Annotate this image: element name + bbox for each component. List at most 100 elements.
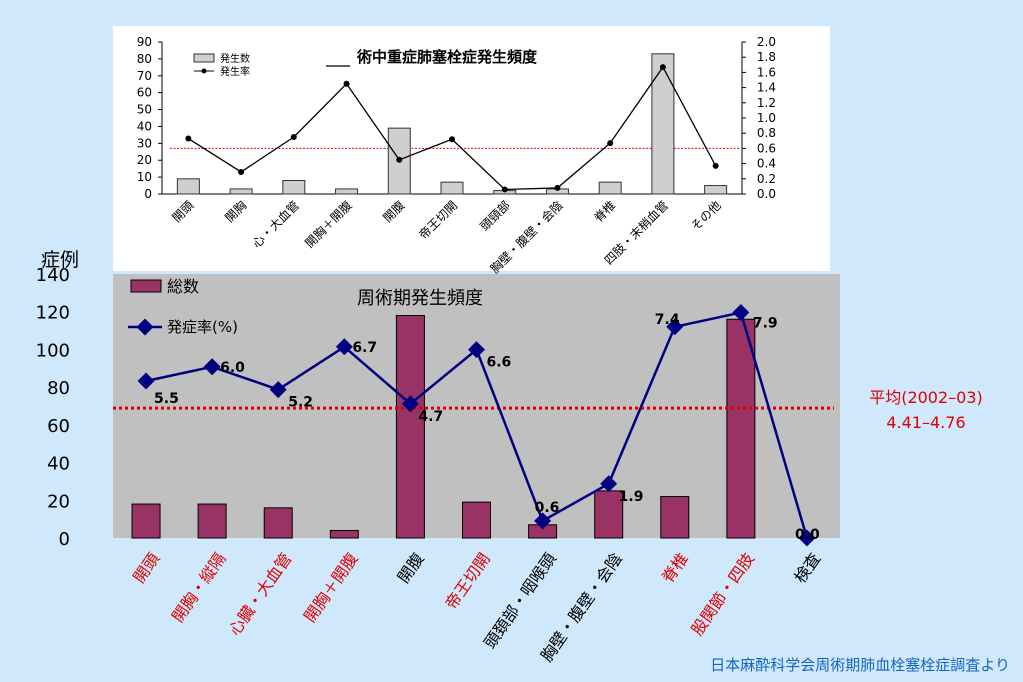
bottom-bar bbox=[660, 496, 690, 539]
bottom-bar bbox=[329, 529, 359, 539]
bottom-y-tick-label: 100 bbox=[36, 340, 70, 361]
top-bar bbox=[598, 181, 622, 195]
top-y-tick-label-left: 40 bbox=[137, 119, 152, 133]
bottom-rate-point bbox=[666, 318, 684, 336]
bottom-rate-point bbox=[600, 475, 618, 493]
bottom-rate-point bbox=[137, 372, 155, 390]
bottom-category-label: 脊椎 bbox=[658, 549, 692, 586]
top-y-tick-label-right: 0.8 bbox=[757, 126, 776, 140]
top-y-tick-label-left: 30 bbox=[137, 136, 152, 150]
bottom-y-tick-label: 80 bbox=[47, 378, 70, 399]
bottom-rate-point bbox=[798, 529, 816, 547]
bottom-bar bbox=[395, 314, 425, 539]
top-y-tick-label-left: 60 bbox=[137, 86, 152, 100]
bottom-category-label: 股関節・四肢 bbox=[688, 549, 759, 639]
bottom-data-label: 0.6 bbox=[535, 500, 560, 516]
bottom-y-tick-label: 140 bbox=[36, 265, 70, 286]
top-y-tick-label-left: 50 bbox=[137, 103, 152, 117]
bottom-legend-line-marker bbox=[136, 318, 154, 336]
bottom-rate-point bbox=[335, 338, 353, 356]
top-y-tick-label-left: 0 bbox=[144, 187, 152, 201]
top-y-tick-label-right: 1.6 bbox=[757, 65, 776, 79]
bottom-data-label: 5.2 bbox=[288, 395, 313, 411]
bottom-data-label: 7.9 bbox=[753, 316, 778, 332]
top-bar bbox=[651, 53, 675, 195]
top-y-tick-label-left: 10 bbox=[137, 170, 152, 184]
bottom-y-tick-label: 40 bbox=[47, 454, 70, 475]
top-y-tick-label-left: 80 bbox=[137, 52, 152, 66]
top-y-tick-label-right: 0.4 bbox=[757, 157, 776, 171]
bottom-rate-point bbox=[269, 381, 287, 399]
bottom-y-tick-label: 60 bbox=[47, 416, 70, 437]
top-y-tick-label-left: 90 bbox=[137, 35, 152, 49]
bottom-category-label: 検査 bbox=[790, 549, 824, 586]
top-y-tick-label-left: 70 bbox=[137, 69, 152, 83]
top-y-tick-label-right: 0.0 bbox=[757, 187, 776, 201]
top-bar bbox=[229, 188, 253, 195]
bottom-data-label: 6.6 bbox=[487, 355, 512, 371]
bottom-bar bbox=[462, 501, 491, 539]
top-y-tick-label-right: 2.0 bbox=[757, 35, 776, 49]
top-rate-point bbox=[449, 136, 455, 143]
top-y-tick-label-right: 1.2 bbox=[757, 96, 776, 110]
top-rate-point bbox=[238, 168, 245, 175]
bottom-legend-line-label: 発症率(%) bbox=[167, 318, 238, 336]
bottom-category-label: 開胸＋開腹 bbox=[300, 549, 361, 625]
top-chart-title: 術中重症肺塞栓症発生頻度 bbox=[356, 48, 538, 66]
top-bar bbox=[282, 179, 306, 195]
top-bar bbox=[176, 178, 200, 195]
bottom-data-label: 0.0 bbox=[795, 527, 820, 543]
bottom-legend-bar-label: 総数 bbox=[167, 277, 199, 296]
source-note: 日本麻酔科学会周術期肺血栓塞栓症調査より bbox=[710, 656, 1010, 674]
bottom-y-tick-label: 20 bbox=[47, 491, 70, 512]
top-rate-point bbox=[185, 135, 192, 142]
bottom-bar bbox=[197, 503, 227, 539]
bottom-bar bbox=[131, 503, 161, 539]
bottom-category-label: 開胸・縦隔 bbox=[168, 549, 229, 625]
bottom-y-axis-label: 症例 bbox=[41, 249, 79, 271]
bottom-bar bbox=[726, 318, 756, 539]
bottom-data-label: 5.5 bbox=[154, 391, 179, 407]
bottom-data-label: 4.7 bbox=[418, 409, 443, 425]
bottom-legend-bar-swatch bbox=[130, 279, 162, 293]
top-rate-point bbox=[290, 134, 297, 140]
bottom-data-label: 7.4 bbox=[655, 312, 680, 328]
bottom-rate-point bbox=[534, 512, 552, 530]
top-rate-point bbox=[343, 80, 350, 87]
top-y-tick-label-right: 1.4 bbox=[757, 81, 776, 95]
bottom-bar bbox=[263, 507, 293, 539]
bottom-y-tick-label: 0 bbox=[59, 529, 70, 550]
bottom-y-tick-label: 120 bbox=[36, 303, 70, 324]
top-legend-bar-label: 発生数 bbox=[220, 52, 250, 65]
top-y-tick-label-right: 0.2 bbox=[757, 172, 776, 186]
bottom-category-label: 帝王切開 bbox=[441, 549, 493, 612]
top-bar bbox=[335, 188, 359, 195]
bottom-category-label: 開腹 bbox=[394, 549, 428, 586]
bottom-data-label: 6.7 bbox=[352, 340, 377, 356]
top-rate-point bbox=[607, 140, 614, 147]
top-y-tick-label-right: 0.6 bbox=[757, 141, 776, 155]
top-rate-point bbox=[554, 184, 561, 191]
top-legend-line-marker bbox=[201, 68, 207, 74]
bottom-data-label: 1.9 bbox=[619, 489, 644, 505]
average-title: 平均(2002–03) bbox=[869, 388, 983, 407]
top-bar bbox=[440, 181, 464, 195]
bottom-chart-title: 周術期発生頻度 bbox=[357, 288, 483, 309]
bottom-rate-point bbox=[203, 358, 221, 376]
average-range: 4.41–4.76 bbox=[886, 413, 965, 432]
bottom-category-label: 頭頚部・咽喉頭 bbox=[480, 549, 560, 652]
bottom-bar bbox=[594, 490, 624, 539]
top-rate-point bbox=[396, 156, 403, 163]
top-legend-bar-swatch bbox=[193, 53, 215, 63]
bottom-rate-point bbox=[401, 395, 419, 413]
bottom-rate-point bbox=[732, 304, 750, 322]
top-rate-point bbox=[712, 162, 719, 169]
bottom-category-label: 心臓・大血管 bbox=[225, 549, 296, 639]
bottom-data-label: 6.0 bbox=[220, 360, 245, 376]
top-y-tick-label-right: 1.0 bbox=[757, 111, 776, 125]
bottom-category-label: 開頭 bbox=[129, 549, 163, 586]
bottom-rate-point bbox=[468, 341, 485, 359]
top-y-tick-label-left: 20 bbox=[137, 153, 152, 167]
